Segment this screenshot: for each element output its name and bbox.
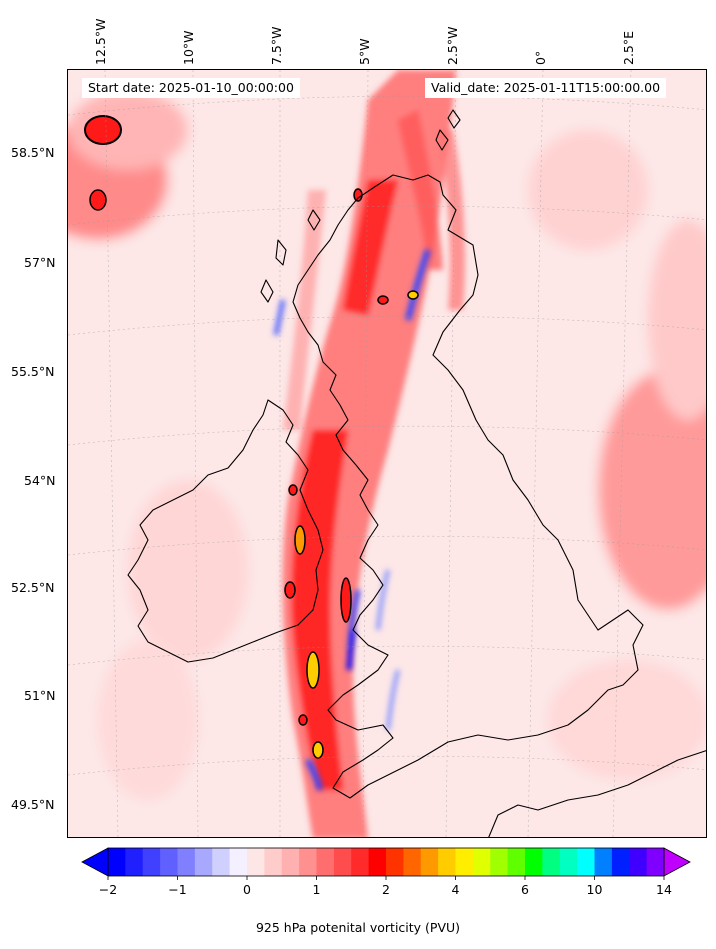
colorbar-tick-label: 4 bbox=[452, 882, 460, 897]
lat-label-55-5: 55.5°N bbox=[11, 364, 55, 379]
colorbar-cell bbox=[333, 848, 352, 876]
colorbar-cell bbox=[212, 848, 231, 876]
colorbar-cell bbox=[577, 848, 595, 876]
colorbar-tick-label: 0 bbox=[243, 882, 251, 897]
lat-label-52-5: 52.5°N bbox=[11, 580, 55, 595]
valid-date-label: Valid_date: 2025-01-11T15:00:00.00 bbox=[425, 78, 667, 98]
ireland-coast bbox=[127, 399, 324, 663]
colorbar-tick-label: 6 bbox=[521, 882, 529, 897]
colorbar-cell bbox=[125, 848, 144, 876]
colorbar-cell bbox=[525, 848, 543, 876]
colorbar-cell bbox=[281, 848, 300, 876]
map-panel bbox=[67, 69, 707, 838]
colorbar-cell bbox=[368, 848, 387, 876]
colorbar-cell bbox=[264, 848, 283, 876]
lat-label-54: 54°N bbox=[24, 473, 56, 488]
colorbar-cell bbox=[455, 848, 474, 876]
start-date-label: Start date: 2025-01-10_00:00:00 bbox=[82, 78, 300, 98]
colorbar-under-arrow bbox=[81, 847, 109, 877]
colorbar-cell bbox=[108, 848, 126, 876]
colorbar-tick-label: 1 bbox=[313, 882, 321, 897]
colorbar-cell bbox=[646, 848, 665, 876]
colorbar-tick-label: 10 bbox=[587, 882, 603, 897]
france-coast bbox=[488, 750, 706, 837]
colorbar-cell bbox=[542, 848, 561, 876]
colorbar-cell bbox=[438, 848, 456, 876]
colorbar-cell bbox=[386, 848, 404, 876]
colorbar-cell bbox=[194, 848, 213, 876]
pv-map bbox=[68, 70, 706, 837]
great-britain-coast bbox=[292, 174, 644, 799]
pv-strong-cells bbox=[84, 115, 419, 759]
graticule bbox=[68, 70, 706, 837]
lat-label-58-5: 58.5°N bbox=[11, 145, 55, 160]
coastlines bbox=[127, 109, 706, 837]
colorbar-cell bbox=[611, 848, 630, 876]
colorbar-cell bbox=[559, 848, 578, 876]
colorbar-cell bbox=[351, 848, 370, 876]
colorbar-tick-label: 14 bbox=[656, 882, 672, 897]
pv-main-band bbox=[282, 70, 465, 837]
lat-label-49-5: 49.5°N bbox=[11, 797, 55, 812]
pv-negative-streaks bbox=[273, 249, 431, 791]
colorbar-cell bbox=[142, 848, 161, 876]
colorbar-cell bbox=[507, 848, 526, 876]
colorbar-cell bbox=[403, 848, 422, 876]
colorbar-cell bbox=[420, 848, 439, 876]
colorbar: −2 −1 0 1 2 4 6 10 14 bbox=[81, 847, 691, 897]
colorbar-title: 925 hPa potenital vorticity (PVU) bbox=[255, 920, 461, 935]
colorbar-tick-label: 2 bbox=[382, 882, 390, 897]
colorbar-cell bbox=[594, 848, 613, 876]
colorbar-cell bbox=[629, 848, 648, 876]
colorbar-tick-label: −1 bbox=[168, 882, 186, 897]
colorbar-cell bbox=[229, 848, 248, 876]
colorbar-ticks: −2 −1 0 1 2 4 6 10 14 bbox=[99, 876, 672, 897]
colorbar-cell bbox=[247, 848, 265, 876]
colorbar-cell bbox=[177, 848, 196, 876]
colorbar-cell bbox=[490, 848, 509, 876]
colorbar-tick-label: −2 bbox=[99, 882, 117, 897]
colorbar-cell bbox=[316, 848, 335, 876]
colorbar-cells bbox=[108, 848, 665, 876]
colorbar-over-arrow bbox=[663, 847, 691, 877]
colorbar-cell bbox=[299, 848, 317, 876]
colorbar-cell bbox=[160, 848, 178, 876]
lat-label-57: 57°N bbox=[24, 255, 56, 270]
lat-label-51: 51°N bbox=[24, 688, 56, 703]
colorbar-cell bbox=[472, 848, 491, 876]
